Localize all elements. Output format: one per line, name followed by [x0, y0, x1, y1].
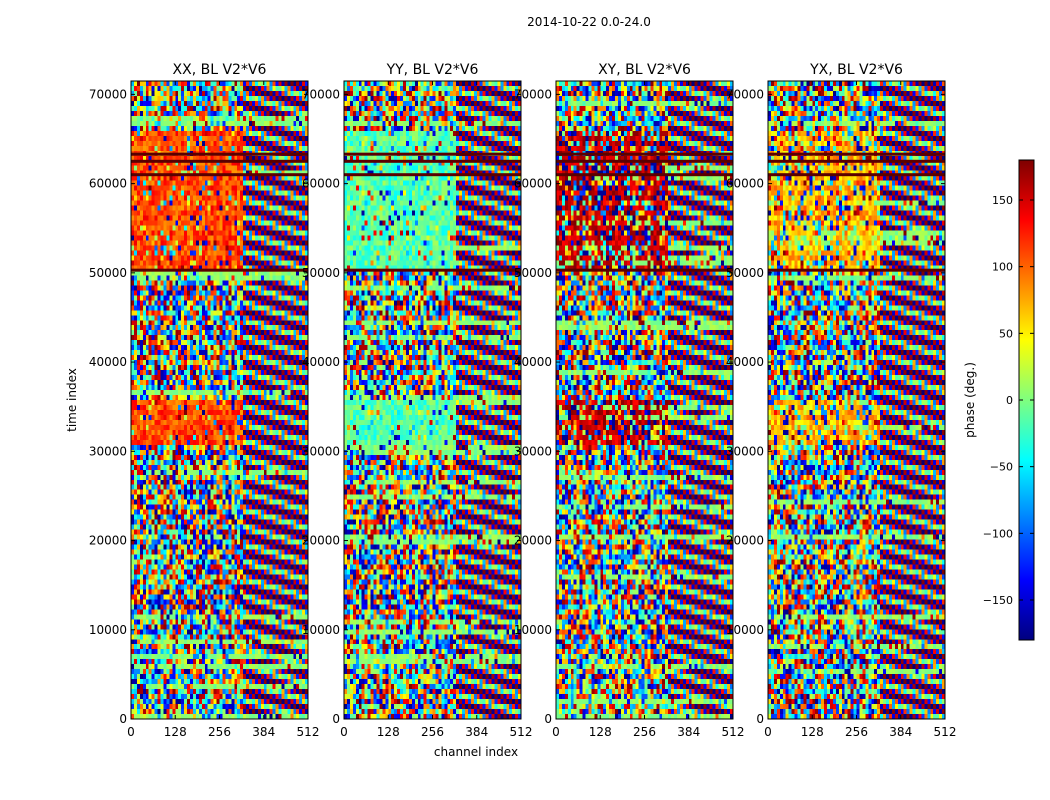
y-tick-label: 50000 — [514, 266, 552, 280]
colorbar-tick-label: −50 — [990, 461, 1013, 474]
y-tick-label: 30000 — [89, 444, 127, 458]
y-tick-label: 20000 — [726, 534, 764, 548]
x-tick-label: 128 — [164, 725, 187, 739]
dark-row — [131, 268, 308, 272]
y-tick-label: 50000 — [89, 266, 127, 280]
y-tick-label: 30000 — [514, 444, 552, 458]
y-tick-label: 60000 — [302, 177, 340, 191]
panel-0: XX, BL V2*V6 0 128 256 384 512 0 10000 20000 3000… — [89, 62, 320, 739]
y-tick-label: 70000 — [514, 87, 552, 101]
y-tick-label: 0 — [332, 712, 340, 726]
heatmap-image — [768, 81, 945, 719]
x-tick-label: 0 — [340, 725, 348, 739]
dark-row — [344, 268, 521, 272]
heatmap-image — [131, 81, 308, 719]
y-tick-label: 30000 — [726, 444, 764, 458]
dark-row — [344, 173, 521, 177]
dark-row — [131, 159, 308, 163]
panel-title: XX, BL V2*V6 — [173, 62, 267, 78]
x-tick-label: 512 — [722, 725, 745, 739]
x-axis-label: channel index — [434, 745, 518, 759]
x-tick-label: 256 — [208, 725, 231, 739]
y-tick-label: 60000 — [89, 177, 127, 191]
colorbar-tick-label: −100 — [983, 527, 1013, 540]
y-tick-label: 20000 — [302, 534, 340, 548]
y-tick-label: 20000 — [514, 534, 552, 548]
x-tick-label: 384 — [465, 725, 488, 739]
y-tick-label: 0 — [756, 712, 764, 726]
colorbar-tick-label: 0 — [1006, 394, 1013, 407]
y-tick-label: 10000 — [89, 623, 127, 637]
y-tick-label: 40000 — [726, 355, 764, 369]
dark-row — [556, 268, 733, 272]
colorbar-tick-label: 50 — [999, 327, 1013, 340]
dark-row — [131, 173, 308, 177]
dark-row — [768, 173, 945, 177]
x-tick-label: 384 — [889, 725, 912, 739]
y-tick-label: 50000 — [726, 266, 764, 280]
x-tick-label: 512 — [297, 725, 320, 739]
dark-row — [344, 152, 521, 156]
y-tick-label: 20000 — [89, 534, 127, 548]
x-tick-label: 512 — [934, 725, 957, 739]
y-tick-label: 60000 — [726, 177, 764, 191]
colorbar-label: phase (deg.) — [963, 362, 977, 438]
panel-2: XY, BL V2*V6 0 128 256 384 512 0 10000 20000 3000… — [514, 62, 745, 739]
dark-row — [131, 152, 308, 156]
y-tick-label: 10000 — [726, 623, 764, 637]
dark-row — [344, 159, 521, 163]
x-tick-label: 384 — [252, 725, 275, 739]
figure-title: 2014-10-22 0.0-24.0 — [527, 15, 651, 29]
y-axis-label: time index — [65, 368, 79, 432]
x-tick-label: 0 — [127, 725, 135, 739]
panel-title: YY, BL V2*V6 — [386, 62, 479, 78]
x-tick-label: 0 — [764, 725, 772, 739]
panel-1: YY, BL V2*V6 0 128 256 384 512 0 10000 20000 3000… — [302, 62, 533, 739]
panel-3: YX, BL V2*V6 0 128 256 384 512 0 10000 20000 3000… — [726, 62, 957, 739]
dark-row — [556, 152, 733, 156]
panel-title: XY, BL V2*V6 — [598, 62, 691, 78]
y-tick-label: 50000 — [302, 266, 340, 280]
x-tick-label: 128 — [801, 725, 824, 739]
x-tick-label: 0 — [552, 725, 560, 739]
y-tick-label: 40000 — [302, 355, 340, 369]
x-tick-label: 256 — [421, 725, 444, 739]
dark-row — [556, 159, 733, 163]
dark-row — [768, 159, 945, 163]
x-tick-label: 128 — [589, 725, 612, 739]
panel-title: YX, BL V2*V6 — [809, 62, 903, 78]
x-tick-label: 128 — [377, 725, 400, 739]
y-tick-label: 40000 — [514, 355, 552, 369]
colorbar-tick-label: −150 — [983, 594, 1013, 607]
x-tick-label: 256 — [845, 725, 868, 739]
x-tick-label: 512 — [510, 725, 533, 739]
y-tick-label: 40000 — [89, 355, 127, 369]
panels: XX, BL V2*V6 0 128 256 384 512 0 10000 20000 3000… — [89, 62, 957, 739]
y-tick-label: 10000 — [514, 623, 552, 637]
y-tick-label: 0 — [544, 712, 552, 726]
y-tick-label: 60000 — [514, 177, 552, 191]
heatmap-image — [556, 81, 733, 719]
x-tick-label: 256 — [633, 725, 656, 739]
y-tick-label: 30000 — [302, 444, 340, 458]
colorbar-tick-label: 150 — [992, 194, 1013, 207]
y-tick-label: 0 — [119, 712, 127, 726]
x-tick-label: 384 — [677, 725, 700, 739]
heatmap-image — [344, 81, 521, 719]
dark-row — [556, 173, 733, 177]
y-tick-label: 10000 — [302, 623, 340, 637]
y-tick-label: 70000 — [302, 87, 340, 101]
y-tick-label: 70000 — [89, 87, 127, 101]
dark-row — [768, 152, 945, 156]
dark-row — [768, 268, 945, 272]
y-tick-label: 70000 — [726, 87, 764, 101]
colorbar-tick-label: 100 — [992, 261, 1013, 274]
colorbar: 150 100 50 0 −50 −100 −150 — [983, 159, 1035, 641]
